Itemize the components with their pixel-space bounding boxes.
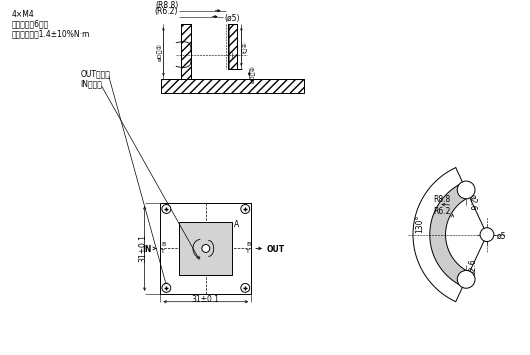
Bar (227, 24, 237, 69)
Text: t注②: t注② (242, 41, 248, 53)
Text: R6.2: R6.2 (433, 207, 450, 216)
Text: OUTポート: OUTポート (81, 69, 110, 78)
Circle shape (241, 284, 250, 293)
Polygon shape (430, 183, 470, 286)
Text: B: B (246, 242, 250, 247)
Text: ø2.6: ø2.6 (468, 195, 477, 211)
Text: ねじ深さ：6以上: ねじ深さ：6以上 (12, 20, 49, 28)
Text: ø5: ø5 (497, 232, 506, 241)
Text: OUT: OUT (267, 245, 285, 254)
Text: R8.8: R8.8 (433, 195, 450, 204)
Text: A: A (234, 220, 240, 229)
Circle shape (241, 204, 250, 213)
Text: INポート: INポート (81, 79, 102, 88)
Circle shape (457, 181, 475, 199)
Text: T: T (246, 250, 250, 255)
Bar (161, 203, 251, 294)
Circle shape (480, 228, 494, 241)
Circle shape (162, 204, 171, 213)
Bar (179, 222, 233, 275)
Text: ø2.6: ø2.6 (468, 258, 477, 275)
Text: T: T (162, 250, 165, 255)
Text: 130°: 130° (415, 214, 424, 233)
Circle shape (202, 245, 210, 252)
Circle shape (162, 284, 171, 293)
Text: (R6.2): (R6.2) (155, 7, 178, 16)
Text: 締付トルク：1.4±10%N·m: 締付トルク：1.4±10%N·m (12, 29, 90, 38)
Text: øD注①: øD注① (157, 43, 162, 61)
Text: 4×M4: 4×M4 (12, 10, 34, 19)
Bar (181, 24, 191, 79)
Circle shape (457, 271, 475, 288)
Text: (R8.8): (R8.8) (155, 1, 178, 10)
Bar (162, 79, 304, 93)
Text: IN: IN (143, 245, 152, 254)
Text: 31±0.1: 31±0.1 (138, 234, 147, 262)
Text: B: B (162, 242, 166, 247)
Text: 31±0.1: 31±0.1 (192, 295, 220, 304)
Text: (ø5): (ø5) (225, 13, 240, 22)
Text: øD注②: øD注② (250, 65, 256, 83)
